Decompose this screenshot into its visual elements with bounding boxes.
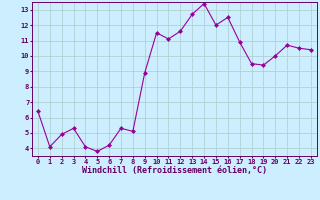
X-axis label: Windchill (Refroidissement éolien,°C): Windchill (Refroidissement éolien,°C) <box>82 166 267 175</box>
